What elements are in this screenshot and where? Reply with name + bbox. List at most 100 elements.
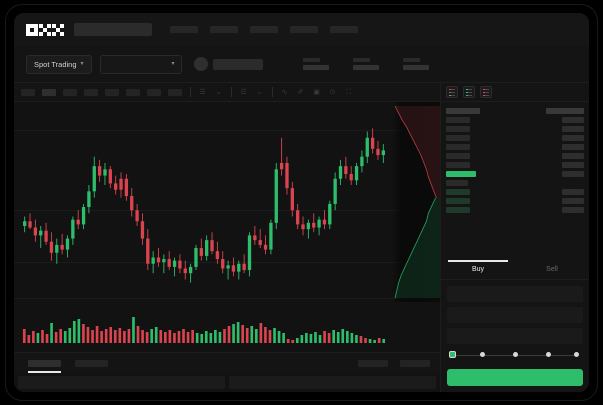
bottom-panels-row [14, 373, 440, 392]
orderbook-row[interactable] [446, 115, 584, 124]
price-input[interactable] [447, 286, 583, 302]
nav-link-item[interactable] [170, 26, 198, 33]
orderbook-row[interactable] [446, 133, 584, 142]
slider-stop-75[interactable] [545, 352, 551, 357]
volume-series [22, 317, 386, 343]
orderbook-price-cell [446, 143, 470, 150]
orderbook[interactable] [441, 102, 589, 260]
chevron-down-icon[interactable]: ⌄ [256, 88, 263, 96]
app-screen: Spot Trading ▾ ▾ [14, 13, 589, 392]
indicators-icon[interactable]: ☲ [240, 88, 247, 96]
timeframe-button[interactable] [105, 88, 119, 96]
tab-buy[interactable]: Buy [441, 260, 515, 279]
orderbook-row[interactable] [446, 178, 584, 187]
orderbook-price-cell [446, 116, 470, 123]
market-sub-header: Spot Trading ▾ ▾ [14, 46, 589, 83]
tab-sell[interactable]: Sell [546, 266, 558, 273]
trade-side-tabs: Buy Sell [441, 260, 589, 280]
orderbook-amount-cell [562, 152, 584, 159]
market-stat [352, 58, 379, 70]
bottom-panel-right[interactable] [229, 376, 436, 389]
nav-links [170, 26, 358, 33]
orderbook-price-cell [446, 188, 470, 195]
chevron-down-icon: ▾ [171, 61, 175, 67]
candlestick-type-icon[interactable]: ☰ [199, 88, 206, 96]
orderbook-row[interactable] [446, 160, 584, 169]
chart-tab-label [28, 359, 61, 367]
timeframe-button[interactable] [168, 88, 182, 96]
settings-icon[interactable]: ⊙ [329, 88, 336, 96]
orderbook-row[interactable] [446, 205, 584, 214]
timeframe-button[interactable] [147, 88, 161, 96]
timeframe-button[interactable] [126, 88, 140, 96]
orderbook-amount-cell [546, 107, 584, 114]
chart-tab-right-item[interactable] [400, 359, 430, 367]
percent-slider[interactable] [449, 350, 581, 360]
timeframe-button[interactable] [42, 88, 56, 96]
orderbook-amount-cell [562, 125, 584, 132]
search-input[interactable] [74, 23, 152, 36]
orderbook-mode-bids-icon[interactable] [463, 86, 475, 98]
orderbook-amount-cell [562, 161, 584, 168]
orderbook-row[interactable] [446, 124, 584, 133]
timeframe-button[interactable] [21, 88, 35, 96]
chart-tab-active[interactable] [28, 359, 61, 373]
nav-link-item[interactable] [250, 26, 278, 33]
orderbook-row[interactable] [446, 151, 584, 160]
orderbook-mode-both-icon[interactable] [446, 86, 458, 98]
fullscreen-icon[interactable]: ⛶ [346, 88, 351, 96]
stat-label [302, 58, 320, 62]
nav-link-item[interactable] [210, 26, 238, 33]
orderbook-row[interactable] [446, 169, 584, 178]
orderbook-row[interactable] [446, 106, 584, 115]
orderbook-amount-cell [562, 116, 584, 123]
chart-tab-right-item[interactable] [358, 359, 388, 367]
orderbook-row[interactable] [446, 187, 584, 196]
place-buy-order-button[interactable] [447, 369, 583, 386]
pencil-icon[interactable]: ✐ [297, 88, 304, 96]
pair-avatar [193, 57, 208, 71]
orderbook-amount-cell [562, 206, 584, 213]
total-input[interactable] [447, 328, 583, 344]
chart-tab-label [75, 359, 108, 367]
orderbook-price-cell [446, 197, 470, 204]
stat-value [402, 65, 429, 70]
camera-icon[interactable]: ▣ [313, 88, 320, 96]
orderbook-row[interactable] [446, 142, 584, 151]
slider-stop-100[interactable] [574, 352, 579, 357]
timeframe-button[interactable] [84, 88, 98, 96]
nav-link-item[interactable] [330, 26, 358, 33]
trading-pair-dropdown[interactable]: ▾ [99, 54, 182, 74]
okx-logo[interactable] [26, 23, 64, 36]
orderbook-price-cell [446, 161, 470, 168]
orderbook-row[interactable] [446, 196, 584, 205]
nav-link-item[interactable] [290, 26, 318, 33]
bottom-panel-left[interactable] [18, 376, 225, 389]
chart-tab[interactable] [75, 359, 108, 367]
line-tool-icon[interactable]: ∿ [281, 88, 288, 96]
depth-chart-overlay [392, 102, 440, 302]
market-type-dropdown[interactable]: Spot Trading ▾ [26, 54, 92, 74]
orderbook-price-cell [446, 134, 470, 141]
okx-k-glyph-icon [39, 23, 51, 36]
chart-bottom-tabs [14, 352, 440, 373]
trade-form [441, 280, 589, 360]
timeframe-button[interactable] [63, 88, 77, 96]
orderbook-price-cell [446, 179, 468, 186]
orderbook-price-cell [446, 206, 470, 213]
slider-stop-50[interactable] [512, 352, 518, 357]
orderbook-mode-asks-icon[interactable] [480, 86, 492, 98]
price-chart-panel[interactable] [14, 102, 440, 352]
amount-input[interactable] [447, 307, 583, 323]
slider-stop-0[interactable] [449, 351, 456, 358]
candlestick-series [23, 128, 385, 283]
orderbook-price-cell [446, 107, 480, 114]
chevron-down-icon[interactable]: ⌄ [215, 88, 222, 96]
chart-gridline [14, 130, 440, 131]
market-stats [302, 58, 429, 70]
orderbook-price-cell [446, 125, 470, 132]
orderbook-amount-cell [562, 188, 584, 195]
market-stat [302, 58, 329, 70]
okx-o-glyph-icon [26, 23, 38, 36]
slider-stop-25[interactable] [479, 352, 485, 357]
